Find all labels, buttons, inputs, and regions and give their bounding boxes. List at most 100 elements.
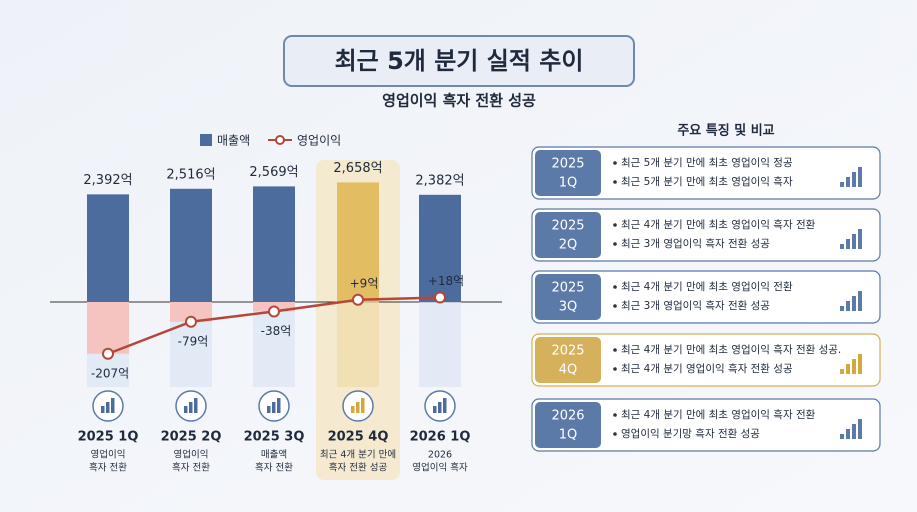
icon-bar (272, 402, 276, 413)
card-icon-bar (858, 291, 862, 311)
feature-card (531, 208, 881, 262)
bullet (613, 180, 617, 184)
icon-bar (184, 406, 188, 413)
feature-point: 최근 5개 분기 만에 최초 영업이익 정공 (621, 156, 793, 169)
feature-point: 최근 4개 분기 영업이익 흑자 전환 성공 (621, 362, 793, 375)
chart-title: 최근 5개 분기 실적 추이 (335, 47, 584, 75)
icon-bar (106, 402, 110, 413)
below-band (337, 302, 379, 387)
feature-quarter: 3Q (559, 300, 578, 315)
feature-year: 2025 (551, 281, 584, 296)
bullet (613, 367, 617, 371)
bar (170, 188, 212, 302)
category-label: 2025 3Q (244, 430, 305, 445)
feature-card (531, 146, 881, 200)
icon-bar (433, 406, 437, 413)
bar-value-label: 2,516억 (166, 167, 215, 182)
card-icon-bar (840, 306, 844, 311)
card-icon-bar (852, 172, 856, 187)
title-box (283, 35, 635, 87)
category-caption: 흑자 전환 (89, 462, 127, 474)
icon-bar (194, 398, 198, 413)
feature-year: 2026 (551, 409, 584, 424)
feature-card (531, 270, 881, 324)
feature-point: 최근 3개 영업이익 흑자 전환 성공 (621, 237, 770, 250)
bar (87, 194, 129, 302)
category-caption: 흑자 전환 (172, 462, 210, 474)
bullet (613, 413, 617, 417)
category-caption: 흑자 전환 성공 (329, 462, 388, 474)
feature-quarter: 1Q (559, 428, 578, 443)
icon-bar (111, 398, 115, 413)
profit-point (434, 291, 446, 304)
feature-quarter-box (535, 274, 601, 320)
chart-subtitle: 영업이익 흑자 전환 성공 (382, 92, 536, 110)
legend-label: 매출액 (217, 134, 250, 148)
card-icon-bar (840, 244, 844, 249)
icon-bar (189, 402, 193, 413)
bar-value-label: 2,382억 (415, 173, 464, 188)
feature-point: 최근 4개 분기 만에 최초 영업이익 흑자 전환 (621, 218, 816, 231)
feature-quarter: 4Q (559, 363, 578, 378)
bar (253, 186, 295, 302)
category-caption: 흑자 전환 (255, 462, 293, 474)
feature-point: 최근 3개 영업이익 흑자 전환 성공 (621, 299, 770, 312)
icon-bar (101, 406, 105, 413)
profit-point (102, 347, 114, 360)
icon-bar (443, 398, 447, 413)
icon-bar (438, 402, 442, 413)
profit-point (185, 315, 197, 328)
category-caption: 영업이익 (91, 449, 126, 461)
feature-point: 최근 4개 분기 만에 최초 영업이익 흑자 전환 성공. (621, 343, 841, 356)
icon-bar (351, 406, 355, 413)
card-icon-bar (840, 182, 844, 187)
feature-quarter-box (535, 212, 601, 258)
feature-quarter-box (535, 150, 601, 196)
icon-bar (356, 402, 360, 413)
feature-card (531, 333, 881, 387)
bullet (613, 348, 617, 352)
bar (337, 182, 379, 302)
card-icon-bar (846, 429, 850, 439)
card-icon-bar (840, 369, 844, 374)
category-label: 2025 4Q (328, 430, 389, 445)
bar (419, 194, 461, 302)
feature-quarter-box (535, 337, 601, 383)
icon-bar (361, 398, 365, 413)
feature-year: 2025 (551, 157, 584, 172)
category-caption: 영업이익 흑자 (412, 462, 468, 474)
card-icon-bar (858, 354, 862, 374)
bullet (613, 304, 617, 308)
bullet (613, 432, 617, 436)
feature-quarter: 1Q (559, 176, 578, 191)
card-icon-bar (858, 229, 862, 249)
feature-point: 최근 5개 분기 만에 최초 영업이익 흑자 (621, 175, 793, 188)
card-icon-bar (852, 359, 856, 374)
category-caption: 2026 (428, 450, 452, 461)
profit-value-label: -207억 (91, 366, 129, 380)
category-caption: 최근 4개 분기 만에 (320, 450, 396, 461)
feature-quarter: 2Q (559, 238, 578, 253)
feature-card (531, 398, 881, 452)
card-icon-bar (846, 364, 850, 374)
feature-point: 최근 4개 분기 만에 최초 영업이익 전환 (621, 280, 793, 293)
card-icon-bar (846, 239, 850, 249)
below-band (419, 302, 461, 387)
bullet (613, 285, 617, 289)
icon-bar (277, 398, 281, 413)
legend-swatch (200, 134, 212, 146)
icon-bar (267, 406, 271, 413)
profit-value-label: -38억 (261, 324, 292, 338)
negative-band (170, 302, 212, 322)
card-icon-bar (852, 424, 856, 439)
card-icon-bar (846, 301, 850, 311)
bar-value-label: 2,569억 (249, 165, 298, 180)
card-icon-bar (858, 419, 862, 439)
features-title: 주요 특징 및 비교 (677, 123, 774, 139)
bullet (613, 223, 617, 227)
profit-point (268, 305, 280, 318)
bullet (613, 242, 617, 246)
card-icon-bar (840, 434, 844, 439)
